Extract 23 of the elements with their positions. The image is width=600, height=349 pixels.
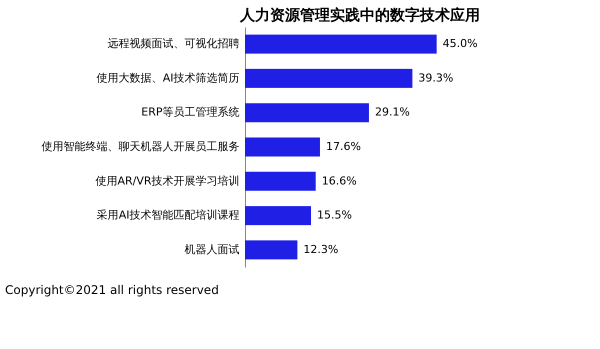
y-tick-label: 使用大数据、AI技术筛选简历 (96, 71, 240, 84)
bar (245, 138, 320, 156)
y-tick-label: ERP等员工管理系统 (141, 106, 240, 119)
data-label: 45.0% (442, 37, 478, 50)
bar (245, 68, 412, 88)
chart-title: 人力资源管理实践中的数字技术应用 (239, 6, 480, 24)
bar (245, 240, 298, 260)
y-tick-label: 采用AI技术智能匹配培训课程 (96, 208, 240, 222)
data-label: 39.3% (418, 71, 454, 84)
bar (245, 34, 437, 54)
y-tick-label: 机器人面试 (184, 242, 240, 256)
bar (245, 206, 312, 226)
bar (245, 172, 316, 191)
data-label: 15.5% (317, 208, 352, 222)
y-tick-label: 使用智能终端、聊天机器人开展员工服务 (42, 140, 240, 153)
text: Copyright©2021 all rights reserved (5, 283, 219, 297)
data-label: 29.1% (374, 106, 410, 119)
y-tick-label: 远程视频面试、可视化招聘 (108, 37, 240, 50)
data-label: 17.6% (326, 140, 361, 153)
bar (245, 103, 369, 122)
data-label: 12.3% (303, 242, 338, 256)
y-tick-label: 使用AR/VR技术开展学习培训 (95, 174, 240, 188)
data-label: 16.6% (322, 174, 357, 188)
